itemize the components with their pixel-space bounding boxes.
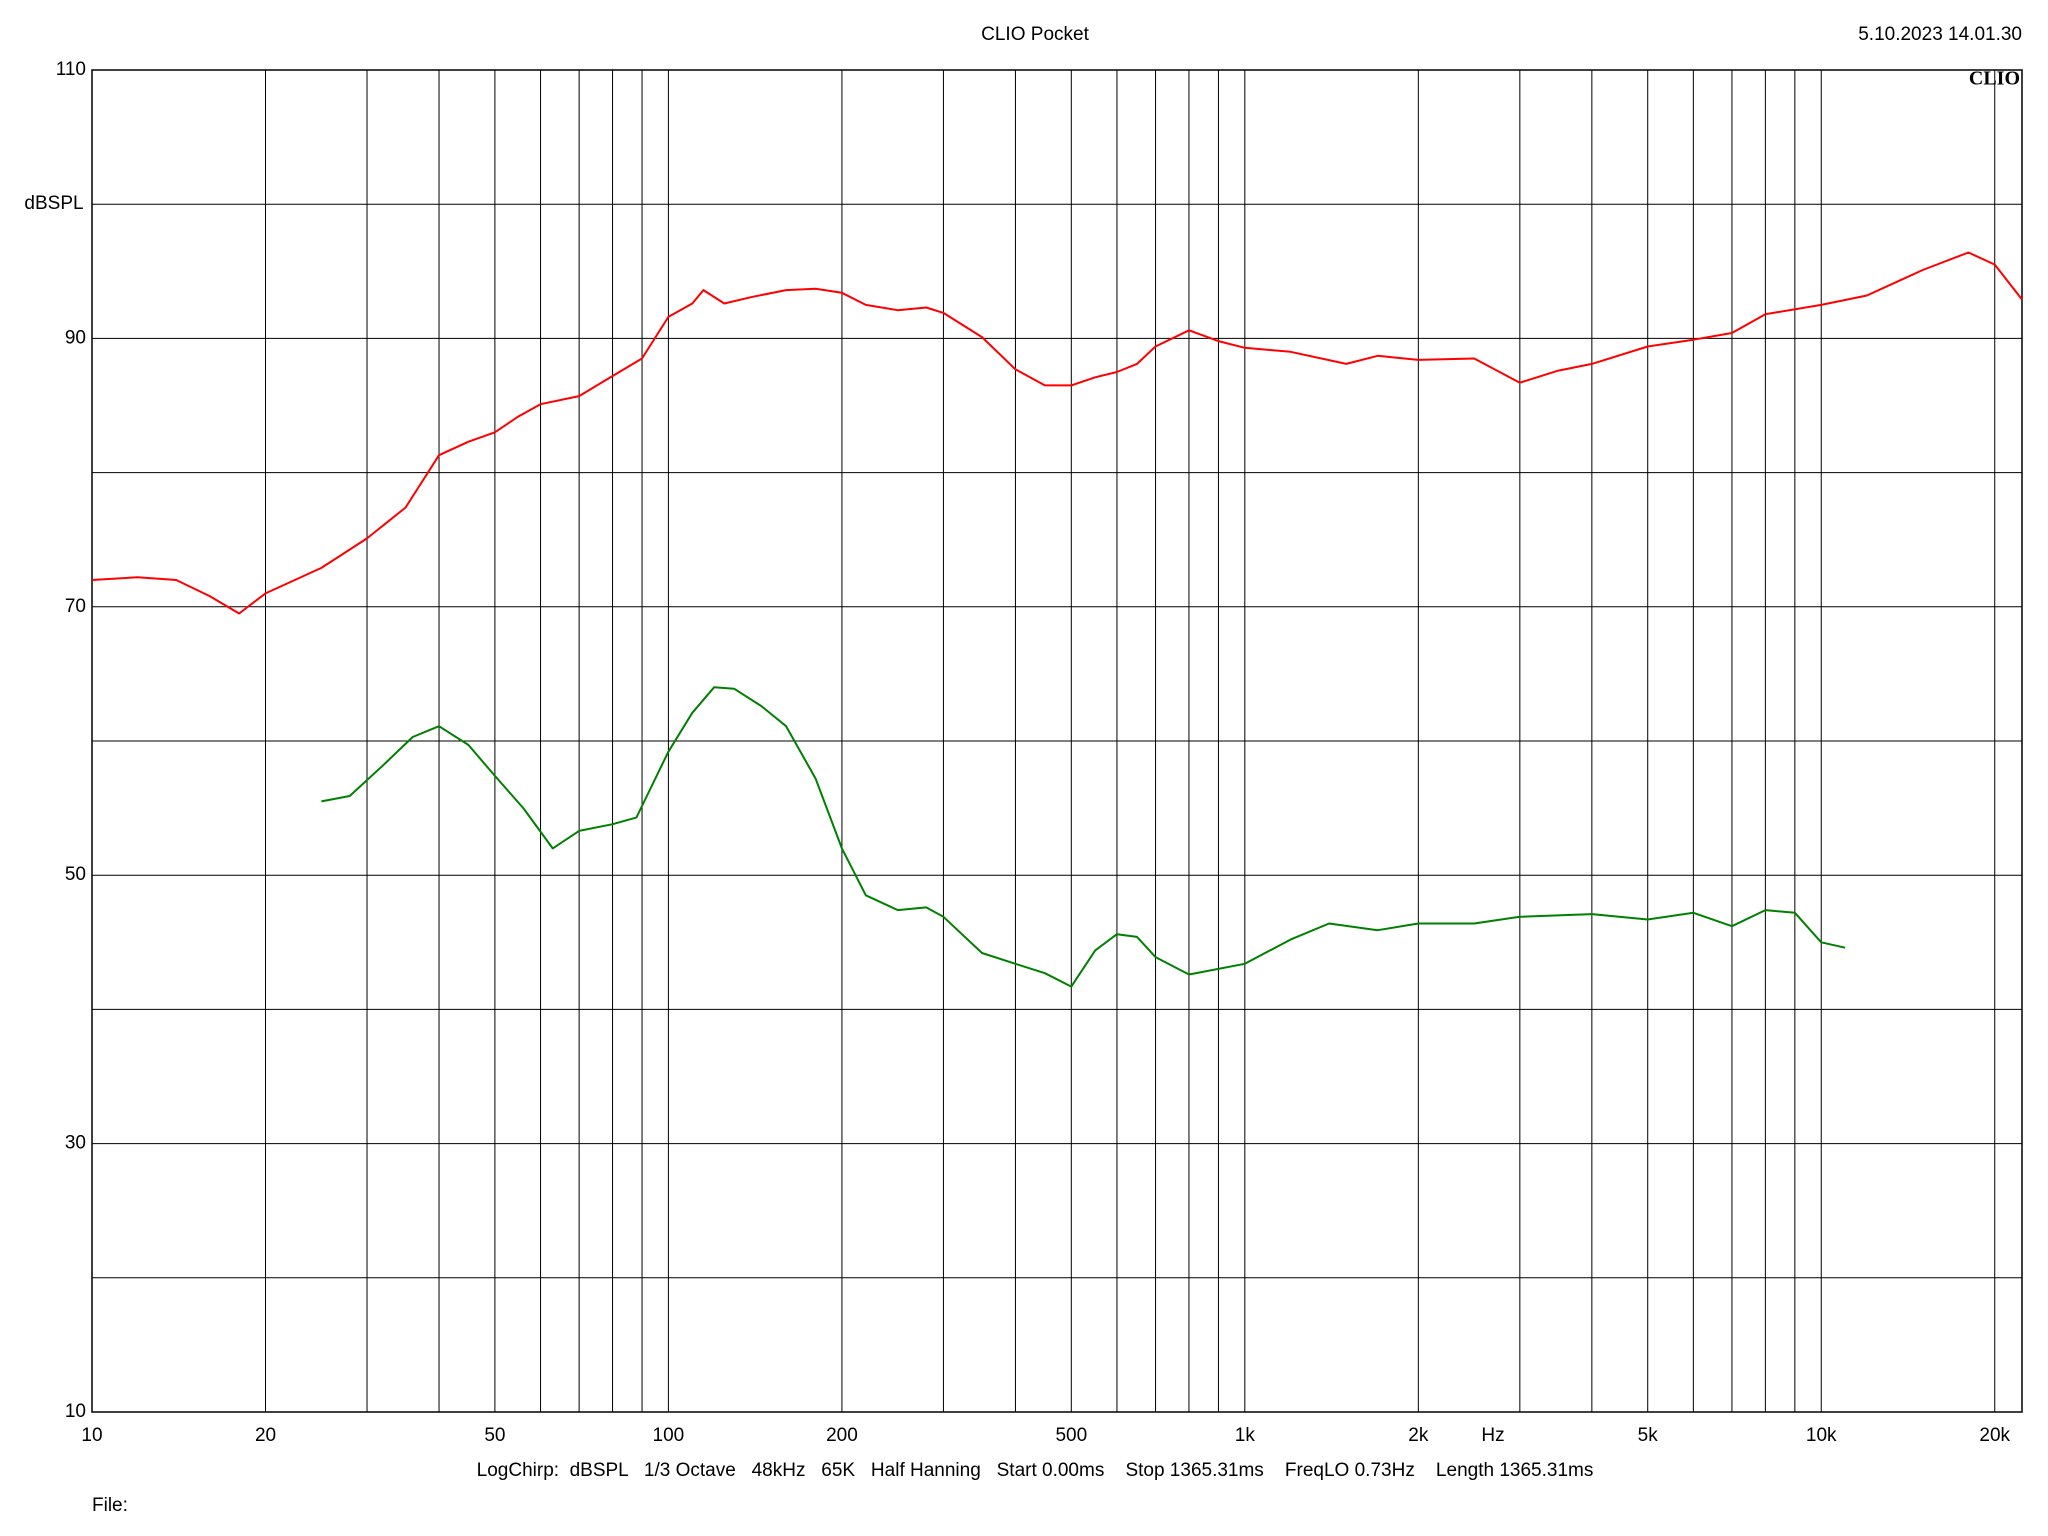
x-tick-label: 10k [1806, 1425, 1837, 1446]
x-axis-label: Hz [1481, 1425, 1504, 1446]
x-tick-label: 200 [826, 1425, 858, 1446]
y-tick-label: 50 [65, 864, 86, 885]
x-tick-label: 5k [1638, 1425, 1659, 1446]
x-tick-label: 10 [81, 1425, 102, 1446]
x-tick-label: 1k [1235, 1425, 1256, 1446]
y-tick-label: 110 [56, 59, 86, 80]
timestamp: 5.10.2023 14.01.30 [1858, 24, 2022, 45]
x-tick-label: 100 [653, 1425, 685, 1446]
x-tick-label: 20k [1979, 1425, 2010, 1446]
x-tick-label: 20 [255, 1425, 276, 1446]
y-tick-label: 10 [65, 1401, 86, 1422]
y-tick-label: 30 [65, 1133, 86, 1154]
footer: LogChirp: dBSPL 1/3 Octave 48kHz 65K Hal… [477, 1460, 1594, 1481]
y-axis-label: dBSPL [24, 193, 83, 214]
plot-frame [91, 69, 2023, 1413]
chart-title: CLIO Pocket [981, 24, 1089, 45]
file-label: File: [92, 1495, 128, 1516]
y-tick-label: 90 [65, 327, 86, 348]
data-line [321, 686, 1846, 988]
y-tick-label: 70 [65, 596, 86, 617]
x-tick-label: 2k [1408, 1425, 1429, 1446]
x-tick-label: 500 [1055, 1425, 1087, 1446]
x-tick-label: 50 [484, 1425, 505, 1446]
data-line [91, 251, 2023, 615]
